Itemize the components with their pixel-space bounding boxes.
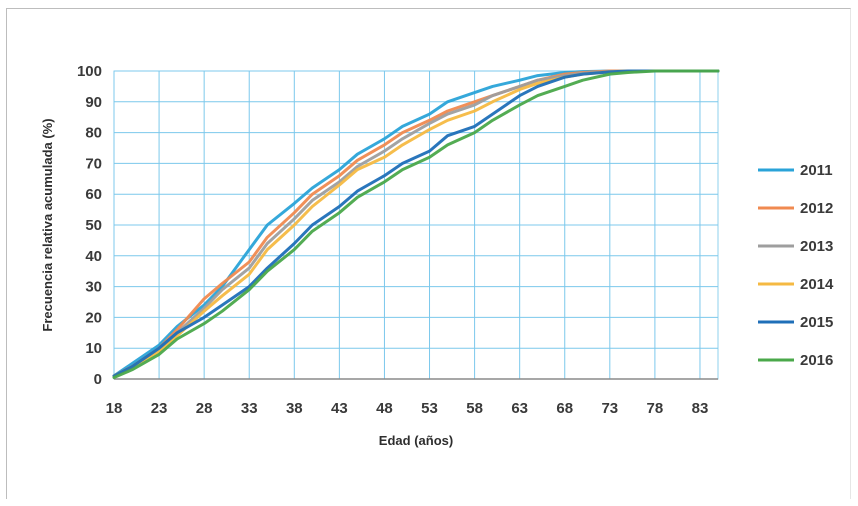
y-tick-label: 50 [85,217,102,234]
x-tick-label: 58 [466,400,483,417]
x-tick-label: 73 [601,400,618,417]
x-tick-label: 53 [421,400,438,417]
series-line-2015 [112,69,720,378]
x-axis-title: Edad (años) [379,433,453,448]
y-tick-label: 80 [85,125,102,142]
y-tick-label: 90 [85,94,102,111]
y-tick-label: 100 [77,63,102,80]
x-tick-label: 68 [556,400,573,417]
legend-label-2014: 2014 [800,276,834,293]
chart-frame [6,8,851,499]
y-tick-label: 20 [85,309,102,326]
x-tick-label: 28 [196,400,213,417]
y-axis-title: Frecuencia relativa acumulada (%) [40,118,55,331]
y-tick-label: 0 [94,371,102,388]
y-tick-label: 30 [85,279,102,296]
x-tick-label: 63 [511,400,528,417]
y-tick-label: 40 [85,248,102,265]
legend-label-2013: 2013 [800,238,833,255]
x-tick-label: 43 [331,400,348,417]
legend-label-2012: 2012 [800,200,833,217]
y-tick-label: 70 [85,155,102,172]
x-tick-label: 48 [376,400,393,417]
x-tick-label: 78 [647,400,664,417]
legend-label-2015: 2015 [800,314,833,331]
x-tick-label: 33 [241,400,258,417]
y-tick-label: 60 [85,186,102,203]
x-tick-label: 18 [106,400,123,417]
x-tick-label: 38 [286,400,303,417]
x-tick-label: 23 [151,400,168,417]
y-tick-label: 10 [85,340,102,357]
legend-label-2016: 2016 [800,352,833,369]
x-tick-label: 83 [692,400,709,417]
legend-label-2011: 2011 [800,162,833,179]
series-line-2016 [112,69,720,379]
